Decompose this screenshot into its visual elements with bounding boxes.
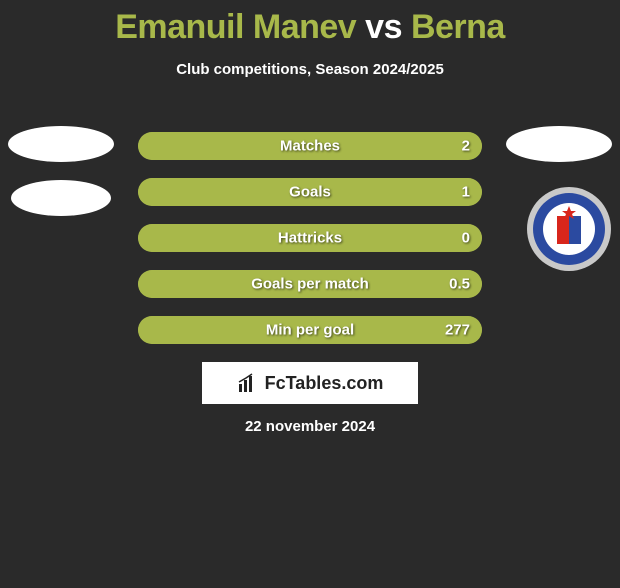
stat-bar: Goals 1 [138, 178, 482, 206]
stat-bar: Matches 2 [138, 132, 482, 160]
comparison-title: Emanuil Manev vs Berna [0, 8, 620, 47]
logo-text: FcTables.com [265, 373, 384, 394]
stat-bar: Goals per match 0.5 [138, 270, 482, 298]
stat-bar: Hattricks 0 [138, 224, 482, 252]
chart-icon [237, 372, 259, 394]
subtitle: Club competitions, Season 2024/2025 [0, 61, 620, 78]
stat-label: Goals [289, 184, 331, 201]
stat-value-right: 0 [462, 230, 470, 247]
avatar-placeholder-icon [11, 180, 111, 216]
player2-name: Berna [411, 8, 505, 46]
player2-avatar-placeholder-icon [506, 126, 612, 162]
player1-avatar-area [8, 126, 114, 216]
club-badge-icon [526, 186, 612, 272]
fctables-logo: FcTables.com [202, 362, 418, 404]
stat-label: Matches [280, 138, 340, 155]
stat-label: Min per goal [266, 322, 354, 339]
stat-value-right: 0.5 [449, 276, 470, 293]
stat-bar: Min per goal 277 [138, 316, 482, 344]
stat-label: Goals per match [251, 276, 369, 293]
player1-name: Emanuil Manev [115, 8, 356, 46]
stat-value-right: 277 [445, 322, 470, 339]
date-text: 22 november 2024 [0, 418, 620, 435]
stat-value-right: 2 [462, 138, 470, 155]
stat-value-right: 1 [462, 184, 470, 201]
stats-container: Matches 2 Goals 1 Hattricks 0 Goals per match 0… [138, 132, 482, 344]
stat-label: Hattricks [278, 230, 342, 247]
avatar-placeholder-icon [8, 126, 114, 162]
vs-text: vs [365, 8, 402, 46]
